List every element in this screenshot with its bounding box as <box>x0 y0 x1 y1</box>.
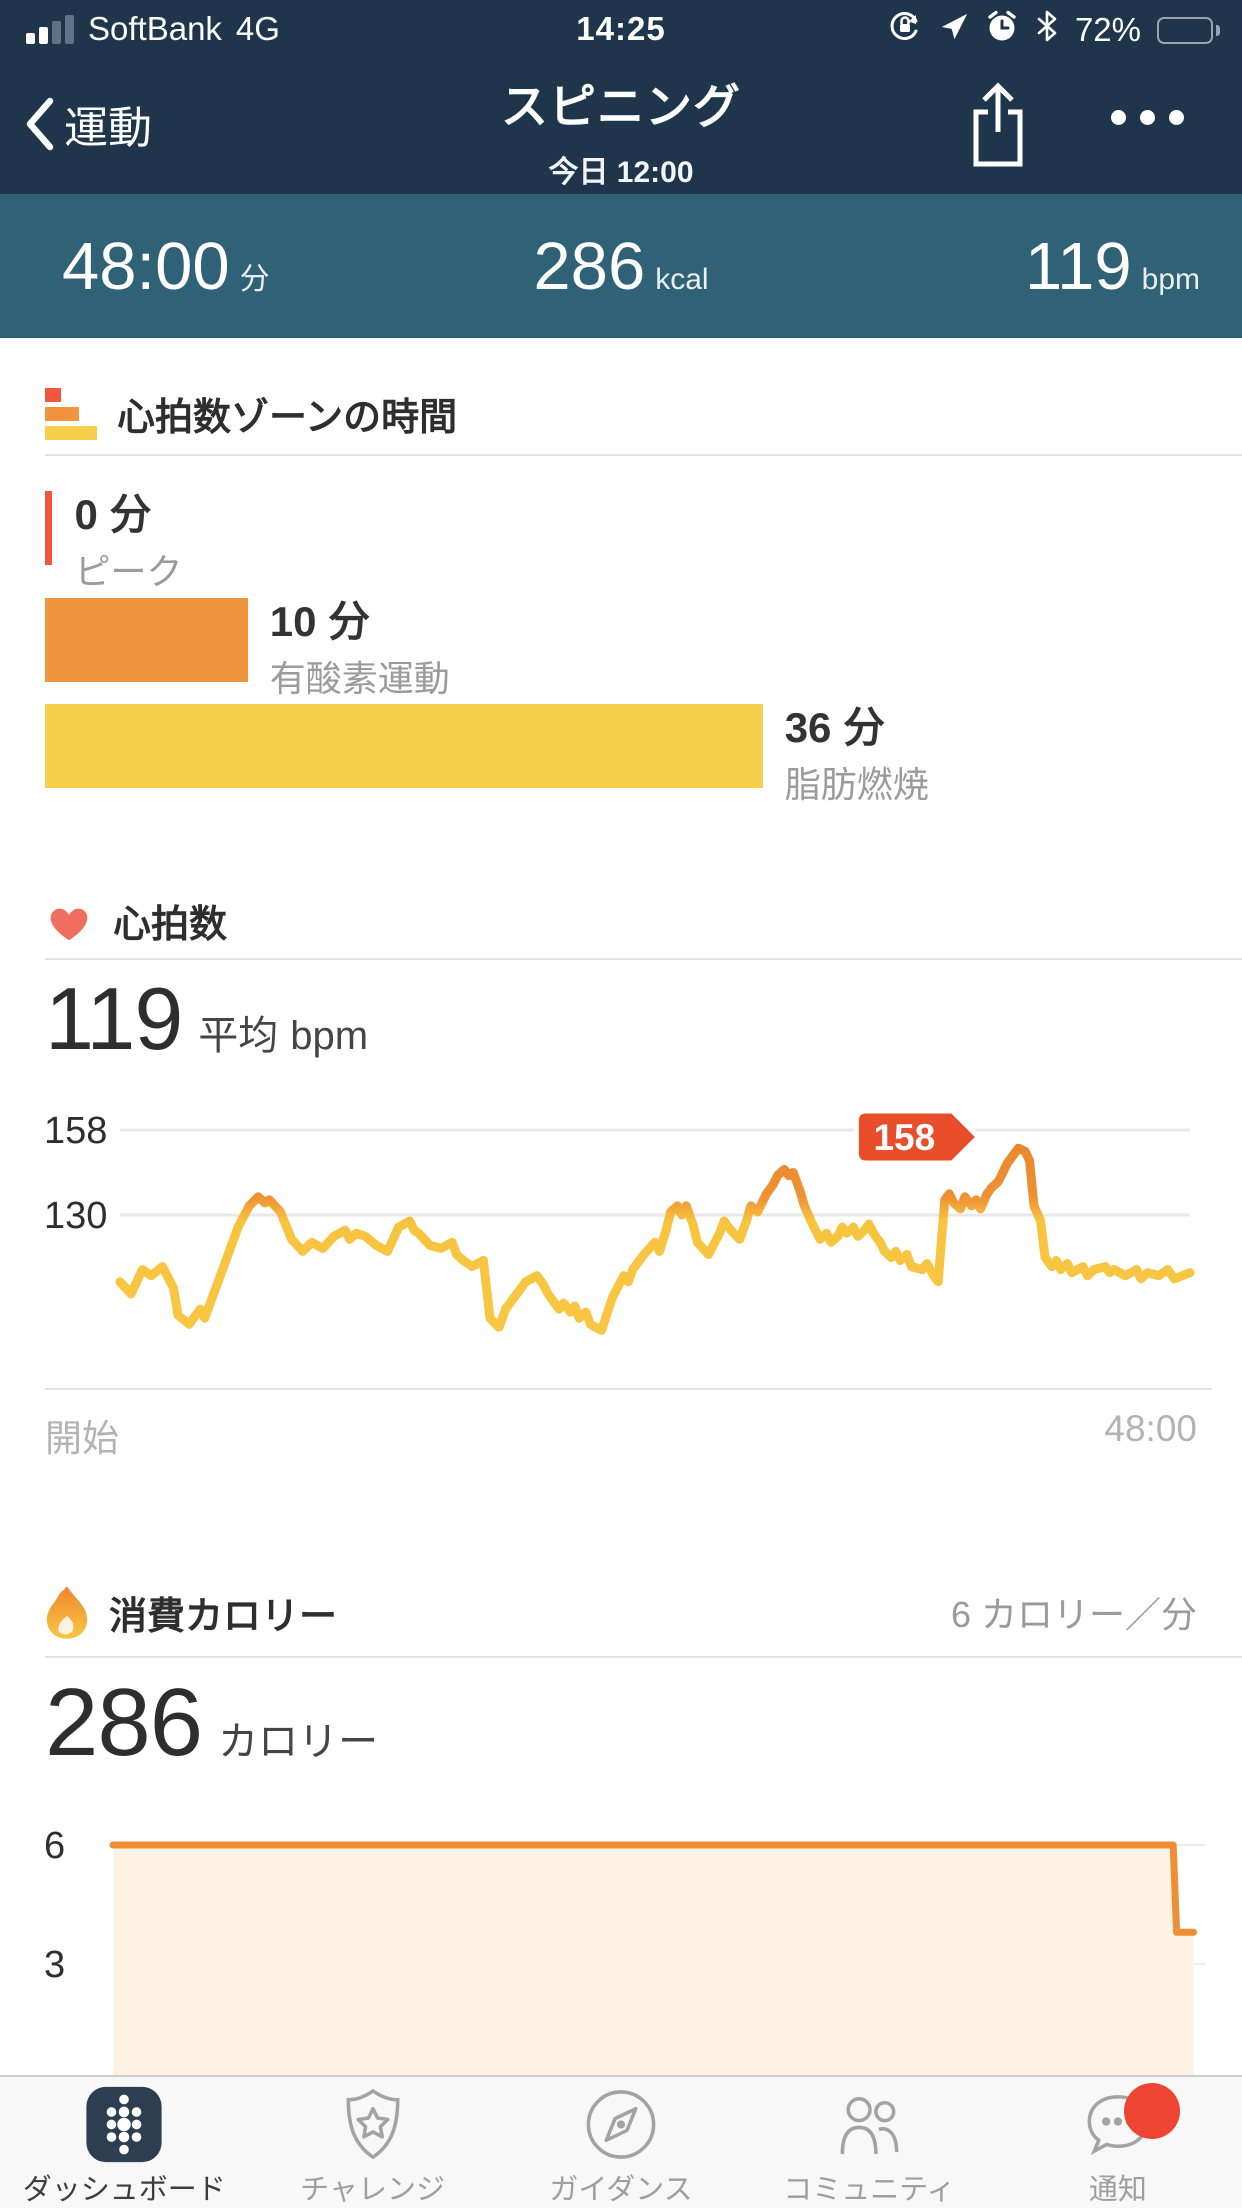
zone-cardio-label: 有酸素運動 <box>269 658 450 700</box>
ellipsis-icon <box>1111 110 1126 125</box>
duration-stat: 48:00 分 <box>62 228 270 305</box>
heart-rate-value: 119 <box>1024 228 1132 304</box>
tab-community[interactable]: コミュニティ <box>745 2077 993 2208</box>
calories-total-value: 286 <box>45 1669 203 1776</box>
zone-bar-peak <box>45 491 53 565</box>
calories-stat: 286 kcal <box>0 228 1242 305</box>
orientation-lock-icon <box>887 8 923 52</box>
calories-chart[interactable]: 63 <box>0 1830 1242 2075</box>
x-axis-start-label: 開始 <box>45 1418 119 1459</box>
svg-text:3: 3 <box>44 1944 65 1986</box>
duration-unit: 分 <box>239 262 270 296</box>
heart-rate-stat: 119 bpm <box>1025 228 1200 305</box>
heart-rate-chart[interactable]: 158 130 158 <box>0 1103 1242 1388</box>
status-bar: SoftBank 4G 14:25 <box>0 0 1242 58</box>
tab-bar: ダッシュボード チャレンジ ガイダンス コミュニティ <box>0 2075 1242 2208</box>
header-background: SoftBank 4G 14:25 <box>0 0 1242 194</box>
heart-rate-unit: bpm <box>1141 262 1200 296</box>
tab-notifications[interactable]: 通知 <box>994 2077 1242 2208</box>
zone-bar-fat-burn <box>45 704 763 788</box>
heart-rate-section-header: 心拍数 <box>45 893 1197 948</box>
carrier-label: SoftBank <box>88 10 222 47</box>
svg-text:158: 158 <box>873 1117 935 1158</box>
divider <box>45 1656 1242 1658</box>
share-icon <box>973 82 1023 167</box>
shield-star-icon <box>346 2088 400 2160</box>
avg-bpm-value: 119 <box>45 969 183 1068</box>
tab-community-label: コミュニティ <box>783 2174 956 2206</box>
x-axis-end-label: 48:00 <box>1104 1408 1197 1449</box>
page-subtitle: 今日 12:00 <box>548 156 694 189</box>
alarm-icon <box>985 9 1019 51</box>
page-title: スピニング <box>501 80 741 133</box>
more-options-button[interactable] <box>1111 110 1184 125</box>
calories-unit: kcal <box>655 262 709 296</box>
tab-notifications-label: 通知 <box>1088 2174 1147 2206</box>
chevron-left-icon <box>26 97 54 151</box>
zone-row-peak: 0 分 ピーク <box>45 491 1197 595</box>
flame-icon <box>46 1586 88 1639</box>
signal-strength-icon <box>26 14 74 44</box>
tab-dashboard-label: ダッシュボード <box>22 2174 226 2206</box>
heart-rate-section-title: 心拍数 <box>113 904 228 946</box>
zones-section-header: 心拍数ゾーンの時間 <box>45 386 1197 441</box>
fitbit-logo-icon <box>86 2086 162 2163</box>
location-icon <box>939 11 969 49</box>
zone-bar-cardio <box>45 598 248 682</box>
zone-fat-burn-minutes: 36 分 <box>784 704 886 751</box>
heart-rate-average: 119 平均 bpm <box>45 968 368 1070</box>
chart-baseline <box>45 1388 1212 1390</box>
tab-challenges-label: チャレンジ <box>300 2174 445 2206</box>
zone-row-fat-burn: 36 分 脂肪燃焼 <box>45 704 1197 808</box>
network-type-label: 4G <box>235 10 280 47</box>
workout-summary-bar: 48:00 分 286 kcal 119 bpm <box>0 194 1242 338</box>
svg-text:6: 6 <box>44 1830 65 1867</box>
bluetooth-icon <box>1035 10 1059 50</box>
zone-peak-label: ピーク <box>74 551 183 593</box>
zone-peak-minutes: 0 分 <box>74 491 152 538</box>
calories-section-header: 消費カロリー 6 カロリー／分 <box>45 1583 1197 1641</box>
tab-dashboard[interactable]: ダッシュボード <box>0 2077 248 2208</box>
battery-icon <box>1157 16 1220 44</box>
heart-icon <box>50 908 88 940</box>
svg-text:130: 130 <box>44 1195 107 1237</box>
avg-unit: bpm <box>290 1014 369 1058</box>
calories-total: 286 カロリー <box>45 1668 378 1778</box>
clock-label: 14:25 <box>576 10 666 47</box>
svg-text:158: 158 <box>44 1110 107 1152</box>
zones-section-title: 心拍数ゾーンの時間 <box>117 397 458 439</box>
share-button[interactable] <box>966 80 1030 173</box>
compass-icon <box>586 2090 656 2159</box>
back-button[interactable]: 運動 <box>24 92 152 156</box>
calories-value: 286 <box>533 228 646 304</box>
calories-total-unit: カロリー <box>218 1720 379 1764</box>
navigation-bar: 運動 スピニング 今日 12:00 <box>0 58 1242 194</box>
battery-percent-label: 72% <box>1074 11 1141 48</box>
people-icon <box>840 2097 899 2155</box>
duration-value: 48:00 <box>62 228 230 304</box>
notification-badge <box>1123 2083 1180 2139</box>
zone-fat-burn-label: 脂肪燃焼 <box>784 764 929 806</box>
calories-rate-label: 6 カロリー／分 <box>950 1594 1197 1635</box>
calories-section-title: 消費カロリー <box>109 1595 338 1638</box>
tab-guidance-label: ガイダンス <box>549 2174 693 2206</box>
tab-challenges[interactable]: チャレンジ <box>248 2077 496 2208</box>
back-label: 運動 <box>64 104 152 153</box>
divider <box>45 454 1242 456</box>
zone-row-cardio: 10 分 有酸素運動 <box>45 598 1197 702</box>
avg-label: 平均 <box>198 1014 279 1058</box>
divider <box>45 958 1242 960</box>
tab-guidance[interactable]: ガイダンス <box>497 2077 745 2208</box>
heart-rate-x-axis: 開始 48:00 <box>45 1408 1197 1462</box>
zone-cardio-minutes: 10 分 <box>269 598 371 645</box>
zones-icon <box>45 387 97 440</box>
